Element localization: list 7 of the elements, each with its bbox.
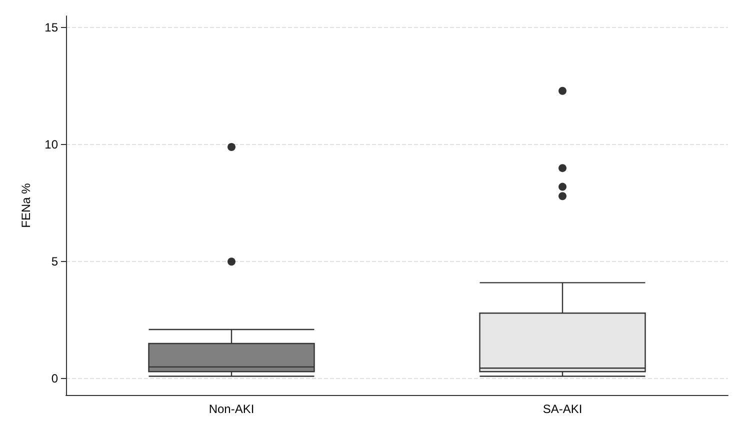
y-axis-title: FENa % xyxy=(19,182,33,228)
x-tick-label: SA-AKI xyxy=(542,402,582,416)
y-tick-label: 5 xyxy=(51,254,58,269)
y-tick-label: 15 xyxy=(44,20,58,35)
y-tick-label: 0 xyxy=(51,372,58,386)
y-tick-label: 10 xyxy=(44,138,58,152)
x-tick-label: Non-AKI xyxy=(208,402,254,416)
